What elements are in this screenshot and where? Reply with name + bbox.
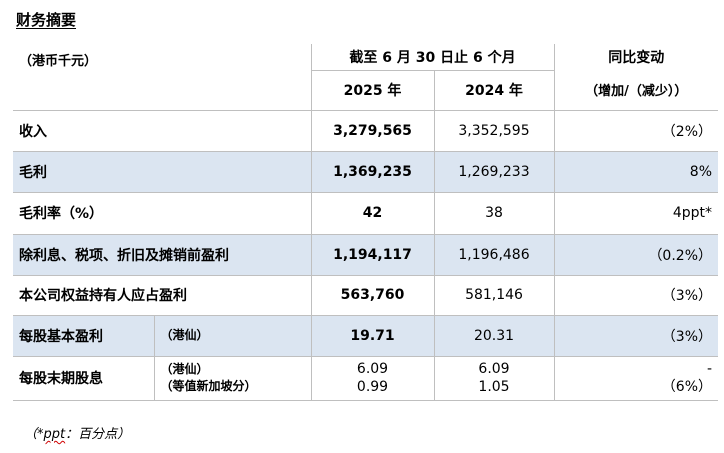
dps-2025: 6.09 0.99 [310, 355, 435, 401]
page-title: 财务摘要 [16, 11, 77, 29]
year-2024-header: 2024 年 [433, 70, 555, 110]
header-row-2: 2025 年 2024 年 （增加/（减少）） [13, 70, 719, 110]
period-header: 截至 6 月 30 日止 6 个月 [310, 44, 555, 71]
table-row: 本公司权益持有人应占盈利 563,760 581,146 （3%） [13, 274, 719, 315]
change-header: 同比变动 [553, 44, 719, 70]
change-subheader: （增加/（减少）） [553, 70, 719, 110]
table-row: 毛利率（%） 42 38 4ppt* [13, 191, 719, 234]
unit-label: （港币千元） [19, 54, 98, 69]
dps-units: （港仙） （等值新加坡分） [153, 355, 312, 401]
table-row: 毛利 1,369,235 1,269,233 8% [13, 150, 719, 192]
financial-summary-table: （港币千元） 截至 6 月 30 日止 6 个月 同比变动 2025 年 202… [13, 44, 719, 401]
footnote: （*ppt：百分点） [24, 427, 131, 442]
dps-change: - （6%） [553, 355, 719, 401]
table-row: 收入 3,279,565 3,352,595 （2%） [13, 109, 719, 151]
dps-row: 每股末期股息 （港仙） （等值新加坡分） 6.09 0.99 6.09 1.05… [13, 355, 719, 401]
eps-row: 每股基本盈利 （港仙） 19.71 20.31 （3%） [13, 314, 719, 356]
header-row-1: （港币千元） 截至 6 月 30 日止 6 个月 同比变动 [13, 44, 719, 71]
dps-2024: 6.09 1.05 [433, 355, 555, 401]
table-row: 除利息、税项、折旧及摊销前盈利 1,194,117 1,196,486 （0.2… [13, 233, 719, 275]
year-2025-header: 2025 年 [310, 70, 435, 110]
